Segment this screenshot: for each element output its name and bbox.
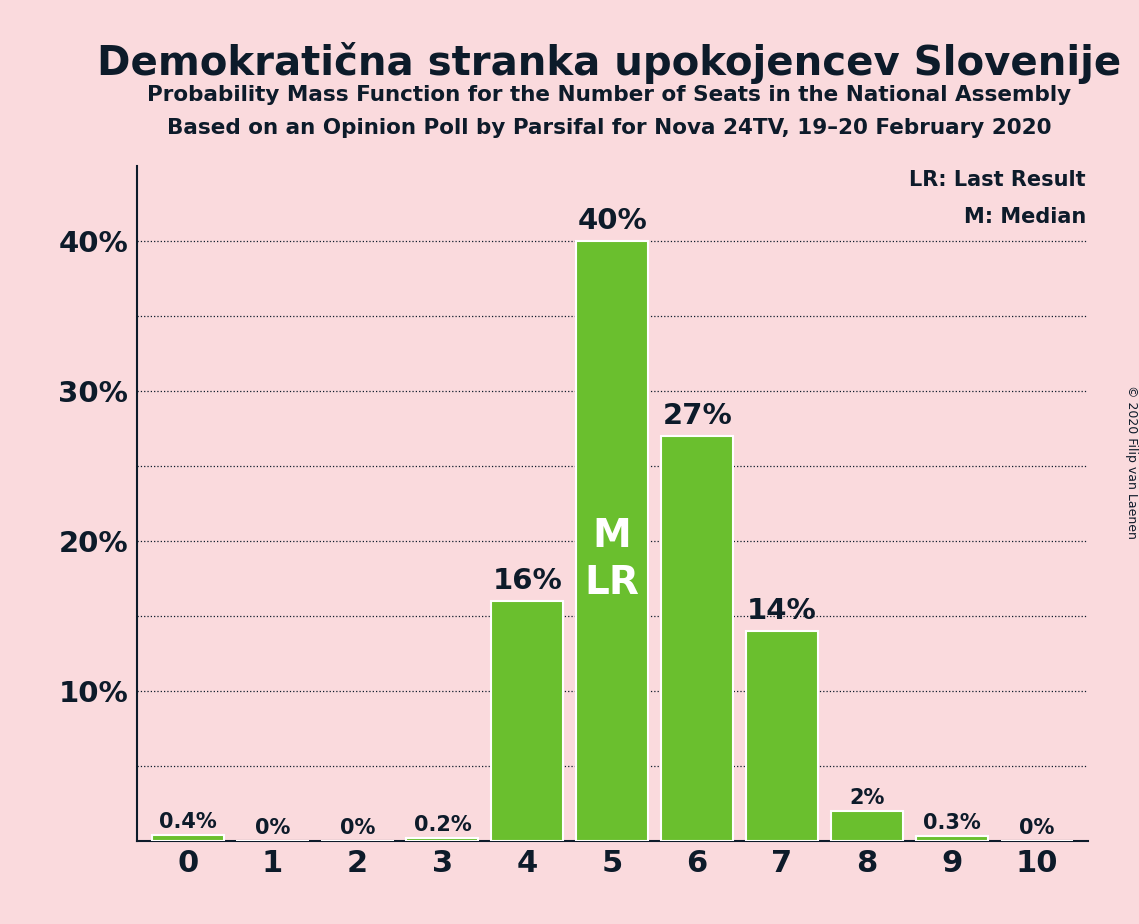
Text: 0.2%: 0.2% (413, 815, 472, 835)
Text: 0%: 0% (339, 818, 375, 838)
Bar (407, 838, 478, 841)
Text: Probability Mass Function for the Number of Seats in the National Assembly: Probability Mass Function for the Number… (147, 85, 1072, 105)
Text: 27%: 27% (662, 402, 732, 431)
Bar (830, 811, 903, 841)
Text: 16%: 16% (492, 567, 563, 595)
Text: 0.4%: 0.4% (158, 812, 216, 832)
Text: LR: Last Result: LR: Last Result (909, 170, 1085, 189)
Text: 0.3%: 0.3% (923, 813, 981, 833)
Bar (746, 631, 818, 841)
Text: Based on an Opinion Poll by Parsifal for Nova 24TV, 19–20 February 2020: Based on an Opinion Poll by Parsifal for… (167, 118, 1051, 139)
Bar (491, 601, 564, 841)
Bar (661, 436, 734, 841)
Text: 2%: 2% (850, 788, 885, 808)
Text: © 2020 Filip van Laenen: © 2020 Filip van Laenen (1124, 385, 1138, 539)
Text: M
LR: M LR (584, 517, 640, 602)
Text: Demokratična stranka upokojencev Slovenije: Demokratična stranka upokojencev Sloveni… (97, 42, 1122, 83)
Bar (576, 241, 648, 841)
Bar (151, 835, 223, 841)
Text: 40%: 40% (577, 207, 647, 236)
Text: 0%: 0% (1019, 818, 1055, 838)
Text: M: Median: M: Median (964, 207, 1085, 226)
Text: 0%: 0% (255, 818, 290, 838)
Text: 14%: 14% (747, 597, 817, 625)
Bar (916, 836, 988, 841)
